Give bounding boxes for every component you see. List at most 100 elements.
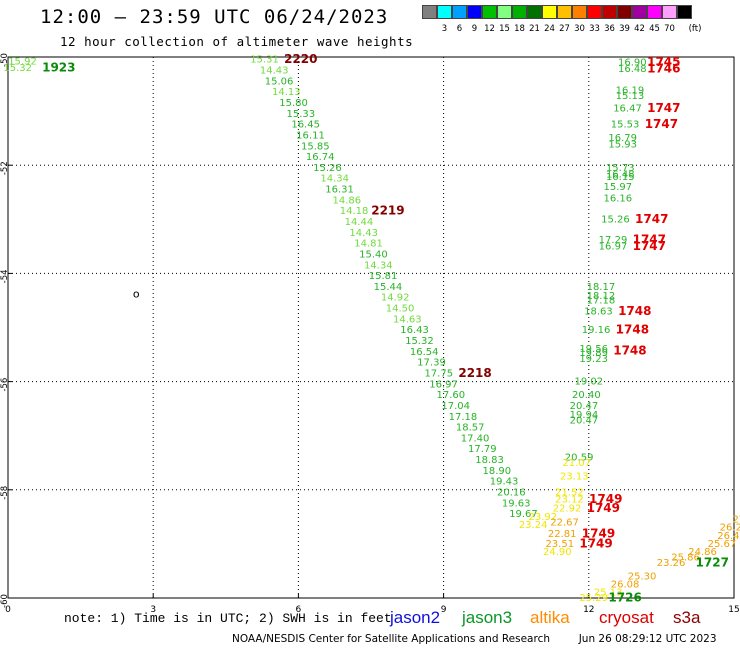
wave-height-label: 16.48	[606, 169, 635, 180]
wave-height-label: 19.43	[490, 477, 519, 488]
wave-height-label: 16.97	[429, 379, 458, 390]
wave-height-label: 18.90	[483, 466, 512, 477]
wave-height-label: 15.26	[313, 163, 342, 174]
wave-height-label: 14.86	[332, 195, 361, 206]
legend-altika: altika	[530, 608, 570, 627]
wave-height-label: 15.85	[301, 141, 330, 152]
pass-time-label: 1747	[635, 212, 668, 226]
pass-time-label: 1747	[645, 117, 678, 131]
lon-tick-label: 12	[583, 605, 594, 615]
pass-time-label: 2219	[371, 204, 404, 218]
wave-height-label: 19.56	[579, 344, 608, 355]
lat-tick-label: -56	[0, 378, 10, 392]
wave-height-label: 23.13	[560, 471, 589, 482]
legend-tick-label: 39	[619, 24, 630, 34]
wave-height-label: 17.18	[449, 412, 478, 423]
legend-swatch	[617, 5, 632, 19]
legend-swatch	[647, 5, 662, 19]
wave-height-label: 24.86	[688, 547, 717, 558]
wave-height-label: 19.02	[574, 377, 603, 388]
wave-height-label: 17.40	[461, 433, 490, 444]
pass-time-label: 1747	[633, 232, 666, 246]
lon-tick-label: 3	[150, 605, 156, 615]
legend-swatch	[512, 5, 527, 19]
legend-tick-label: 33	[589, 24, 600, 34]
generated-timestamp: Jun 26 08:29:12 UTC 2023	[578, 633, 717, 645]
wave-height-label: 25.13	[594, 588, 623, 599]
wave-height-label: 16.48	[618, 64, 647, 75]
wave-height-label: 15.93	[608, 140, 637, 151]
pass-time-label: 1749	[579, 536, 612, 550]
wave-height-label: 14.13	[272, 87, 301, 98]
legend-swatch	[452, 5, 467, 19]
wave-height-label: 15.06	[265, 76, 294, 87]
wave-height-label: 16.79	[608, 133, 637, 144]
legend-tick-label: 70	[664, 24, 675, 34]
wave-height-label: 15.53	[611, 120, 640, 131]
wave-height-label: 14.44	[345, 217, 374, 228]
pass-time-label: 1749	[587, 501, 620, 515]
wave-height-label: 15.32	[3, 63, 32, 74]
wave-height-label: 15.13	[616, 91, 645, 102]
wave-height-label: 16.16	[604, 194, 633, 205]
wave-height-label: 16.11	[296, 130, 325, 141]
wave-height-label: 25.29	[579, 593, 608, 604]
wave-height-label: 19.89	[579, 348, 608, 359]
legend-swatch	[482, 5, 497, 19]
wave-height-label: 16.15	[606, 172, 635, 183]
wave-height-label: 16.90	[618, 57, 647, 68]
wave-height-label: 15.81	[369, 271, 398, 282]
pass-time-label: 1749	[582, 527, 615, 541]
wave-height-label: 15.40	[359, 249, 388, 260]
wave-height-label: 16.31	[325, 185, 354, 196]
legend-swatch	[527, 5, 542, 19]
legend-swatch	[497, 5, 512, 19]
wave-height-label: 18.83	[475, 455, 504, 466]
legend-swatch	[662, 5, 677, 19]
wave-height-label: 15.44	[374, 282, 403, 293]
legend-swatch	[542, 5, 557, 19]
wave-height-label: 14.63	[393, 314, 422, 325]
footnote: note: 1) Time is in UTC; 2) SWH is in fe…	[64, 611, 392, 626]
legend-tick-label: 45	[649, 24, 660, 34]
wave-height-label: 14.34	[320, 174, 349, 185]
legend-tick-label: 3	[441, 24, 448, 34]
wave-height-label: 27	[732, 515, 740, 526]
wave-height-label: 21.07	[562, 458, 591, 469]
legend-tick-label: 6	[456, 24, 463, 34]
pass-time-label: 1748	[618, 304, 651, 318]
wave-height-label: 19.67	[509, 509, 538, 520]
legend-tick-label: 36	[604, 24, 615, 34]
pass-time-label: 1746	[647, 61, 680, 75]
wave-height-label: 21.52	[555, 488, 584, 499]
lon-tick-label: 15	[728, 605, 739, 615]
wave-height-label: 18.12	[587, 291, 616, 302]
wave-height-label: 17.29	[599, 235, 628, 246]
map-title: 12:00 – 23:59 UTC 06/24/2023	[40, 6, 389, 28]
legend-tick-label: 15	[499, 24, 510, 34]
wave-height-label: 20.47	[570, 401, 599, 412]
wave-height-label: 23.51	[545, 539, 574, 550]
wave-height-label: 26.22	[720, 523, 740, 534]
legend-tick-label: 18	[514, 24, 525, 34]
wave-height-label: 17.79	[468, 444, 497, 455]
pass-time-label: 1747	[647, 101, 680, 115]
wave-height-label: 23.92	[528, 512, 557, 523]
credit-text: NOAA/NESDIS Center for Satellite Applica…	[232, 633, 550, 645]
wave-height-label: 22.67	[550, 517, 579, 528]
map-subtitle: 12 hour collection of altimeter wave hei…	[60, 34, 414, 49]
lat-tick-label: -50	[0, 53, 10, 67]
legend-tick-label: 21	[529, 24, 540, 34]
legend-tick-label: 27	[559, 24, 570, 34]
legend-swatch	[422, 5, 437, 19]
wave-height-label: 17.60	[437, 390, 466, 401]
lon-tick-label: 0	[5, 605, 11, 615]
wave-height-label: 15.80	[279, 98, 308, 109]
credit-line: NOAA/NESDIS Center for Satellite Applica…	[232, 633, 717, 645]
legend-swatch	[677, 5, 692, 19]
wave-height-label: 16.43	[400, 325, 429, 336]
wave-height-label: 16.54	[410, 347, 439, 358]
legend-s3a: s3a	[673, 608, 701, 627]
